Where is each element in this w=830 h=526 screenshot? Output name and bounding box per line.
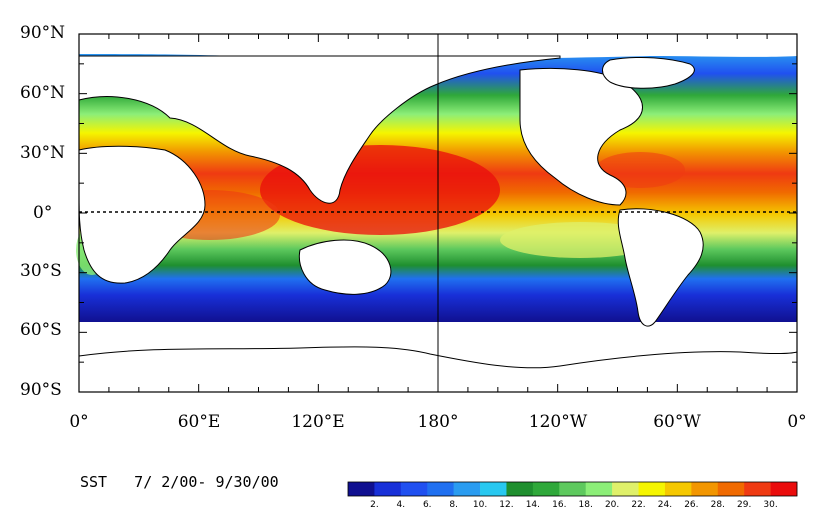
color-scale-swatch: [770, 482, 798, 496]
color-scale-label: 8.: [449, 500, 458, 510]
y-axis-labels: 90°N 60°N 30°N 0° 30°S 60°S 90°S: [20, 23, 65, 400]
y-axis-ticks: [79, 33, 797, 393]
color-scale-label: 28.: [711, 500, 725, 510]
x-tick-label-60e: 60°E: [178, 412, 221, 432]
y-tick-label-0: 0°: [33, 203, 52, 223]
color-scale-label: 10.: [473, 500, 487, 510]
y-tick-label-60n: 60°N: [20, 83, 65, 103]
color-scale-swatch: [638, 482, 666, 496]
color-scale-swatch: [480, 482, 507, 496]
x-axis-ticks: [78, 34, 798, 392]
color-scale-swatch: [691, 482, 719, 496]
color-scale-swatch: [664, 482, 692, 496]
color-scale-label: 4.: [397, 500, 406, 510]
y-tick-label-90s: 90°S: [20, 380, 62, 400]
greenland: [602, 57, 695, 89]
color-scale-swatch: [612, 482, 639, 496]
y-tick-label-30n: 30°N: [20, 143, 65, 163]
color-scale-label: 24.: [658, 500, 672, 510]
africa: [78, 145, 206, 284]
x-tick-label-60w: 60°W: [653, 412, 701, 432]
color-scale-label: 16.: [552, 500, 566, 510]
x-tick-label-0: 0°: [69, 412, 88, 432]
color-scale-label: 2.: [370, 500, 379, 510]
color-scale-swatch: [585, 482, 613, 496]
color-scale-swatch: [348, 482, 375, 496]
color-scale-swatch: [453, 482, 481, 496]
color-scale-label: 6.: [423, 500, 432, 510]
x-tick-label-120e: 120°E: [291, 412, 344, 432]
x-tick-label-180: 180°: [418, 412, 459, 432]
y-tick-label-60s: 60°S: [20, 320, 62, 340]
australia: [298, 239, 392, 295]
x-axis-labels: 0° 60°E 120°E 180° 120°W 60°W 0°: [69, 412, 806, 432]
color-scale-label: 20.: [605, 500, 619, 510]
color-scale-swatch: [400, 482, 428, 496]
color-scale-label: 29.: [737, 500, 751, 510]
color-scale: 2. 4. 6. 8. 10. 12. 14. 16. 18. 20. 22. 24. 26. 28. 29…: [347, 481, 798, 510]
color-scale-swatch: [427, 482, 454, 496]
color-scale-swatch: [717, 482, 745, 496]
map-area: [76, 33, 798, 393]
y-tick-label-30s: 30°S: [20, 261, 62, 281]
color-scale-swatch: [532, 482, 560, 496]
color-scale-swatch: [744, 482, 771, 496]
color-scale-swatch: [506, 482, 534, 496]
color-scale-swatch: [559, 482, 587, 496]
eurasia: [78, 55, 561, 204]
y-tick-label-90n: 90°N: [20, 23, 65, 43]
caption-title: SST 7/ 2/00- 9/30/00: [80, 473, 279, 491]
color-scale-frame: [347, 481, 798, 497]
south-america: [617, 208, 704, 327]
color-scale-label: 26.: [684, 500, 698, 510]
color-scale-swatch: [374, 482, 402, 496]
x-tick-label-0-right: 0°: [787, 412, 806, 432]
color-scale-label: 22.: [631, 500, 645, 510]
color-scale-label: 12.: [499, 500, 513, 510]
x-tick-label-120w: 120°W: [529, 412, 588, 432]
color-scale-label: 18.: [579, 500, 593, 510]
color-scale-label: 14.: [526, 500, 540, 510]
color-scale-label: 30.: [763, 500, 777, 510]
